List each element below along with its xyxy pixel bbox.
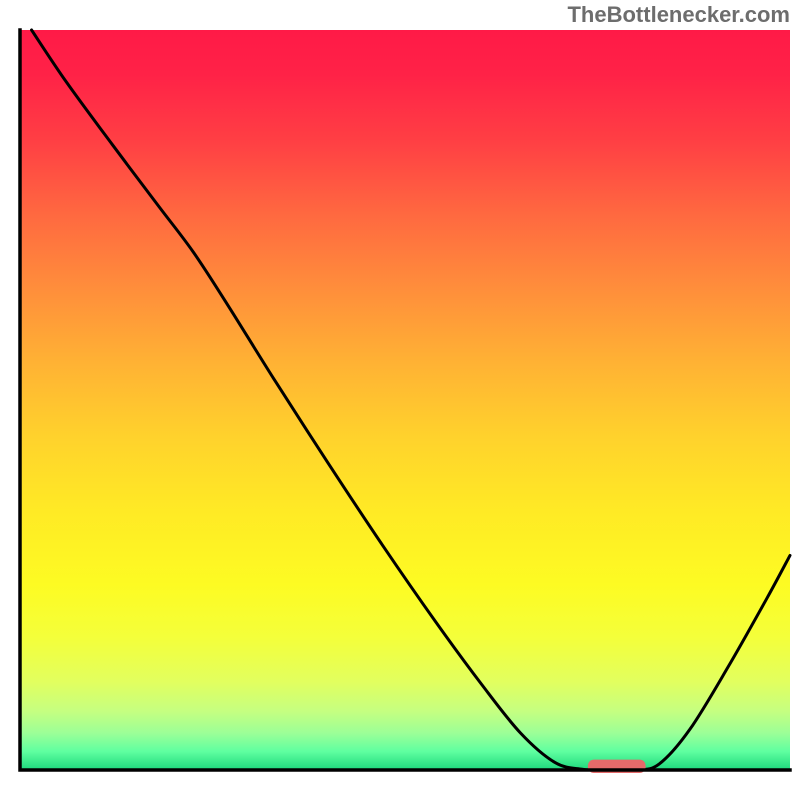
- watermark-text: TheBottlenecker.com: [567, 2, 790, 28]
- bottleneck-chart: [0, 0, 800, 800]
- chart-background-gradient: [20, 30, 790, 770]
